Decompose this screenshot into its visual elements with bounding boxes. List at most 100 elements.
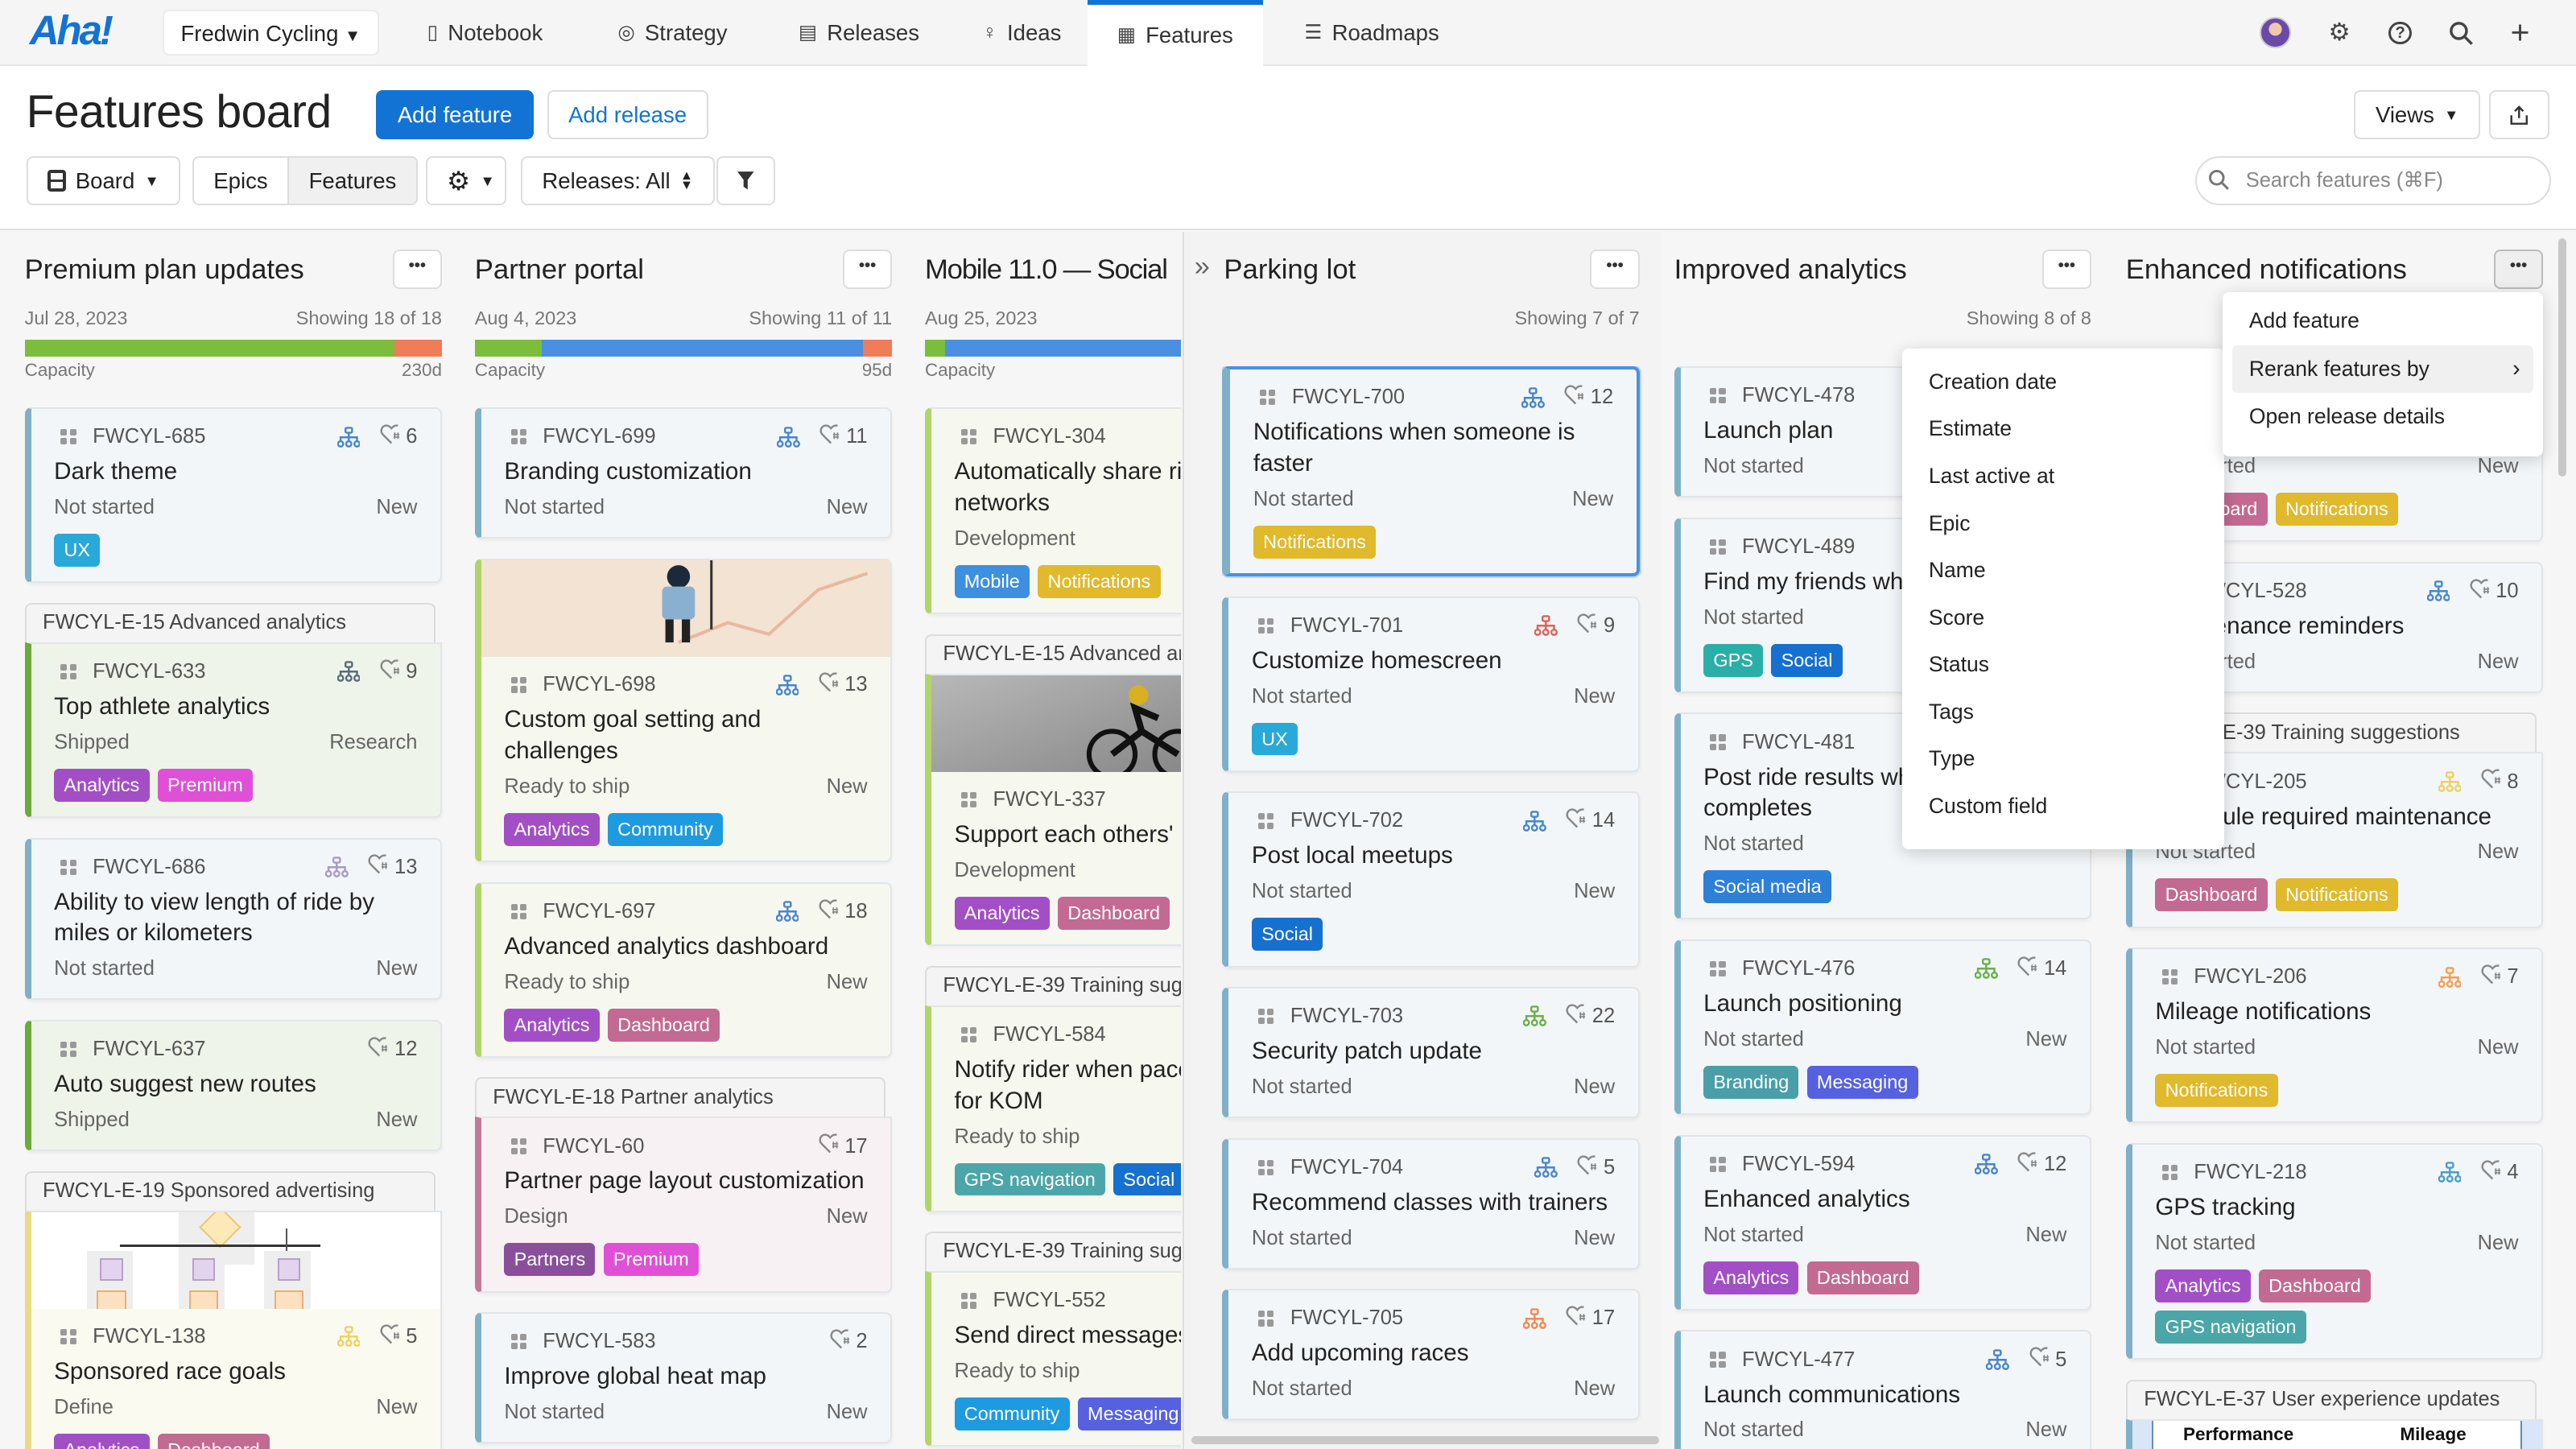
feature-card[interactable]: FWCYL-552 Send direct messages Ready to sh… [924, 1271, 1182, 1447]
feature-id[interactable]: FWCYL-478 [1742, 384, 1856, 407]
tag-notifications[interactable]: Notifications [2275, 493, 2398, 526]
feature-card[interactable]: FWCYL-205 8 Schedule required maintenance N… [2125, 752, 2544, 928]
rerank-option-type[interactable]: Type [1928, 746, 1975, 771]
feature-card[interactable]: FWCYL-697 18 Advanced analytics dashboard R… [474, 881, 893, 1058]
drag-handle-icon[interactable] [60, 429, 76, 445]
feature-card[interactable]: FWCYL-476 14 Launch positioning Not started… [1674, 939, 2091, 1116]
tag-dashboard[interactable]: Dashboard [2258, 1269, 2372, 1302]
nav-tab-roadmaps[interactable]: ☰ Roadmaps [1275, 0, 1469, 66]
tag-notifications[interactable]: Notifications [1038, 564, 1161, 598]
feature-card[interactable]: FWCYL-703 22 Security patch update Not star… [1222, 987, 1640, 1119]
nav-tab-ideas[interactable]: ♀ Ideas [953, 0, 1091, 66]
search-icon[interactable] [2445, 16, 2478, 49]
tag-social[interactable]: Social [1251, 918, 1323, 952]
feature-title[interactable]: Branding customization [504, 458, 752, 485]
drag-handle-icon[interactable] [960, 429, 977, 445]
epic-header[interactable]: FWCYL-E-18 Partner analytics [474, 1077, 886, 1117]
feature-card[interactable]: FWCYL-637 12 Auto suggest new routes Shippe… [24, 1019, 442, 1152]
feature-card[interactable]: FWCYL-633 9 Top athlete analytics Shipped Re… [24, 642, 442, 819]
hierarchy-icon[interactable] [336, 426, 361, 448]
tag-dashboard[interactable]: Dashboard [1806, 1261, 1919, 1294]
hierarchy-icon[interactable] [775, 674, 799, 696]
rerank-option-creation-date[interactable]: Creation date [1928, 369, 2058, 394]
hierarchy-icon[interactable] [1523, 1307, 1546, 1330]
feature-id[interactable]: FWCYL-552 [993, 1289, 1106, 1312]
feature-id[interactable]: FWCYL-698 [543, 673, 656, 696]
drag-handle-icon[interactable] [60, 1041, 76, 1058]
column-menu-button[interactable]: ••• [392, 250, 442, 290]
tag-analytics[interactable]: Analytics [954, 897, 1050, 930]
feature-title[interactable]: Notifications when someone is faster [1253, 419, 1575, 477]
settings-dropdown[interactable]: ⚙ ▼ [425, 155, 506, 206]
epic-header[interactable]: FWCYL-E-39 Training suggestions [924, 965, 1182, 1005]
rerank-option-estimate[interactable]: Estimate [1928, 416, 2013, 441]
feature-card[interactable]: FWCYL-698 13 Custom goal setting and chall… [474, 558, 893, 863]
drag-handle-icon[interactable] [510, 677, 526, 693]
nav-tab-releases[interactable]: ▤ Releases [769, 0, 949, 66]
feature-id[interactable]: FWCYL-218 [2194, 1161, 2307, 1184]
column-menu-button[interactable]: ••• [2041, 250, 2091, 290]
tag-partners[interactable]: Partners [504, 1243, 596, 1277]
feature-card[interactable]: FWCYL-685 6 Dark theme Not started New UX [24, 407, 442, 584]
drag-handle-icon[interactable] [1258, 1159, 1274, 1176]
menu-item-rerank-features-by[interactable]: Rerank features by › [2232, 345, 2533, 393]
feature-card[interactable]: FWCYL-699 11 Branding customization Not sta… [474, 407, 893, 539]
feature-title[interactable]: Recommend classes with trainers [1251, 1188, 1608, 1216]
hierarchy-icon[interactable] [777, 426, 800, 448]
feature-card[interactable]: FWCYL-206 7 Mileage notifications Not start… [2125, 947, 2544, 1124]
feature-id[interactable]: FWCYL-697 [543, 899, 656, 923]
feature-title[interactable]: Sponsored race goals [54, 1358, 286, 1385]
hierarchy-icon[interactable] [2438, 1162, 2462, 1183]
hierarchy-icon[interactable] [1521, 386, 1545, 409]
feature-card[interactable]: FWCYL-60 17 Partner page layout customizat… [474, 1117, 893, 1293]
feature-card[interactable]: FWCYL-337 Support each others' rides Devel… [924, 673, 1182, 947]
tag-analytics[interactable]: Analytics [1703, 1261, 1799, 1294]
feature-id[interactable]: FWCYL-477 [1742, 1348, 1856, 1371]
tag-social[interactable]: Social [1771, 643, 1843, 677]
feature-title[interactable]: Automatically share rides to networks [954, 458, 1182, 517]
feature-title[interactable]: Partner page layout customization [504, 1167, 865, 1195]
drag-handle-icon[interactable] [1258, 1311, 1274, 1327]
tag-ux[interactable]: UX [54, 534, 101, 567]
hierarchy-icon[interactable] [1534, 1157, 1558, 1179]
feature-id[interactable]: FWCYL-138 [93, 1325, 206, 1348]
tag-dashboard[interactable]: Dashboard [1058, 897, 1170, 930]
feature-id[interactable]: FWCYL-633 [93, 659, 206, 683]
feature-id[interactable]: FWCYL-700 [1291, 386, 1406, 409]
column-title[interactable]: Mobile 11.0 — Social [924, 254, 1168, 286]
feature-card[interactable]: FWCYL-594 12 Enhanced analytics Not started… [1674, 1134, 2091, 1311]
settings-gear-icon[interactable]: ⚙ [2328, 19, 2351, 47]
tag-community[interactable]: Community [607, 812, 723, 846]
column-menu-button[interactable]: ••• [2493, 250, 2544, 290]
feature-title[interactable]: Post local meetups [1251, 842, 1453, 869]
column-title[interactable]: Parking lot [1224, 254, 1356, 286]
feature-id[interactable]: FWCYL-304 [993, 425, 1106, 448]
board-column[interactable]: FWCYL-478 Launch plan Not started FWCYL-489… [1674, 366, 2099, 1449]
tag-messaging[interactable]: Messaging [1077, 1397, 1182, 1431]
drag-handle-icon[interactable] [60, 663, 76, 680]
feature-title[interactable]: Ability to view length of ride by miles … [54, 888, 375, 947]
column-menu-button[interactable]: ••• [842, 250, 893, 290]
feature-card[interactable]: FWCYL-584 Notify rider when pace is on tr… [924, 1005, 1182, 1212]
epics-tab[interactable]: Epics [213, 167, 268, 193]
feature-id[interactable]: FWCYL-685 [93, 425, 206, 448]
tag-analytics[interactable]: Analytics [504, 1008, 600, 1042]
feature-card[interactable]: FWCYL-583 2 Improve global heat map Not sta… [474, 1312, 893, 1444]
feature-id[interactable]: FWCYL-704 [1290, 1155, 1404, 1179]
epic-header[interactable]: FWCYL-E-15 Advanced analytics [24, 602, 436, 642]
feature-card[interactable]: Performance Mileage [2125, 1418, 2544, 1449]
drag-handle-icon[interactable] [2161, 969, 2178, 985]
horizontal-scrollbar[interactable] [1191, 1435, 1660, 1444]
feature-card[interactable]: FWCYL-700 12 Notifications when someone is… [1222, 366, 1640, 577]
filter-button[interactable] [716, 155, 776, 206]
feature-title[interactable]: Notify rider when pace is on track for K… [954, 1055, 1182, 1114]
feature-card[interactable]: FWCYL-686 13 Ability to view length of rid… [24, 837, 442, 1001]
drag-handle-icon[interactable] [1710, 1156, 1726, 1173]
tag-mobile[interactable]: Mobile [954, 564, 1030, 598]
tag-gps[interactable]: GPS [1703, 643, 1764, 677]
feature-id[interactable]: FWCYL-699 [543, 425, 656, 448]
hierarchy-icon[interactable] [2426, 580, 2450, 602]
feature-card[interactable]: FWCYL-477 5 Launch communications Not start… [1674, 1330, 2091, 1449]
tag-gps-navigation[interactable]: GPS navigation [954, 1162, 1105, 1196]
collapse-chevrons-icon[interactable]: » [1194, 251, 1210, 283]
